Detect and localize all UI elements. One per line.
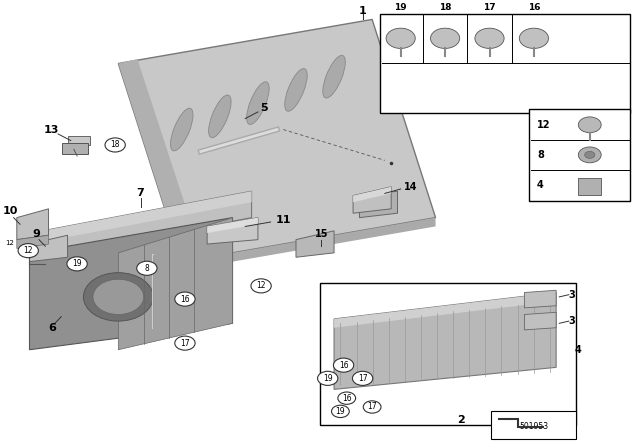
Circle shape xyxy=(67,257,87,271)
Ellipse shape xyxy=(285,69,307,111)
Text: 14: 14 xyxy=(403,182,417,192)
Text: 3: 3 xyxy=(568,290,575,300)
Ellipse shape xyxy=(170,108,193,151)
Bar xyxy=(63,143,88,154)
Polygon shape xyxy=(29,218,232,350)
Polygon shape xyxy=(353,187,391,213)
Text: 16: 16 xyxy=(342,394,351,403)
Polygon shape xyxy=(182,218,436,271)
Polygon shape xyxy=(524,312,556,330)
Circle shape xyxy=(317,371,338,385)
Text: 2: 2 xyxy=(457,415,465,425)
Text: 8: 8 xyxy=(537,150,544,160)
Text: 17: 17 xyxy=(358,374,367,383)
Text: 10: 10 xyxy=(3,206,18,216)
Text: 9: 9 xyxy=(32,229,40,239)
Text: 18: 18 xyxy=(439,3,451,12)
Circle shape xyxy=(333,358,354,372)
Polygon shape xyxy=(353,187,391,202)
Ellipse shape xyxy=(209,95,231,138)
Polygon shape xyxy=(17,209,49,240)
Polygon shape xyxy=(118,59,201,262)
Circle shape xyxy=(519,28,548,48)
Circle shape xyxy=(332,405,349,418)
Text: 17: 17 xyxy=(483,3,496,12)
Text: 12: 12 xyxy=(24,246,33,255)
Text: 6: 6 xyxy=(48,323,56,333)
Text: 1: 1 xyxy=(359,6,367,16)
Polygon shape xyxy=(118,218,232,350)
Circle shape xyxy=(353,371,372,385)
Polygon shape xyxy=(42,191,252,242)
Circle shape xyxy=(579,147,601,163)
Text: 19: 19 xyxy=(72,259,82,268)
Circle shape xyxy=(364,401,381,413)
Circle shape xyxy=(251,279,271,293)
Text: 12: 12 xyxy=(5,240,14,246)
Text: 7: 7 xyxy=(137,189,145,198)
Bar xyxy=(579,178,601,194)
Polygon shape xyxy=(29,235,68,262)
Circle shape xyxy=(579,117,601,133)
Circle shape xyxy=(585,151,595,159)
Ellipse shape xyxy=(246,82,269,125)
FancyBboxPatch shape xyxy=(380,14,630,113)
Polygon shape xyxy=(334,293,556,389)
Text: 12: 12 xyxy=(257,281,266,290)
Text: 19: 19 xyxy=(394,3,407,12)
Text: 11: 11 xyxy=(276,215,291,225)
Text: 18: 18 xyxy=(111,141,120,150)
Polygon shape xyxy=(360,191,397,218)
Polygon shape xyxy=(42,191,252,257)
Polygon shape xyxy=(334,293,556,328)
FancyBboxPatch shape xyxy=(320,283,577,426)
Circle shape xyxy=(93,279,144,314)
Circle shape xyxy=(475,28,504,48)
Circle shape xyxy=(105,138,125,152)
Ellipse shape xyxy=(323,56,346,98)
Text: 17: 17 xyxy=(180,339,189,348)
Text: 4: 4 xyxy=(575,345,582,355)
Text: 19: 19 xyxy=(335,407,345,416)
Text: 4: 4 xyxy=(537,180,544,190)
Circle shape xyxy=(175,336,195,350)
Polygon shape xyxy=(118,19,436,262)
Circle shape xyxy=(137,261,157,276)
Text: 16: 16 xyxy=(527,3,540,12)
Text: 15: 15 xyxy=(315,229,328,239)
FancyBboxPatch shape xyxy=(529,109,630,201)
Text: 12: 12 xyxy=(537,120,550,130)
Text: 16: 16 xyxy=(339,361,348,370)
Circle shape xyxy=(18,244,38,258)
Polygon shape xyxy=(17,235,49,249)
Polygon shape xyxy=(524,290,556,308)
Text: 17: 17 xyxy=(367,402,377,411)
Polygon shape xyxy=(207,218,258,233)
Circle shape xyxy=(175,292,195,306)
Circle shape xyxy=(338,392,356,405)
Circle shape xyxy=(386,28,415,48)
Text: 13: 13 xyxy=(44,125,60,134)
Circle shape xyxy=(83,273,153,321)
Circle shape xyxy=(431,28,460,48)
Polygon shape xyxy=(296,231,334,257)
Bar xyxy=(68,136,90,145)
Text: 19: 19 xyxy=(323,374,333,383)
Text: 8: 8 xyxy=(145,264,149,273)
Text: 501953: 501953 xyxy=(519,422,548,431)
Text: 5: 5 xyxy=(260,103,268,112)
Text: 3: 3 xyxy=(568,316,575,326)
Polygon shape xyxy=(207,218,258,244)
Text: 16: 16 xyxy=(180,295,189,304)
FancyBboxPatch shape xyxy=(492,410,577,439)
